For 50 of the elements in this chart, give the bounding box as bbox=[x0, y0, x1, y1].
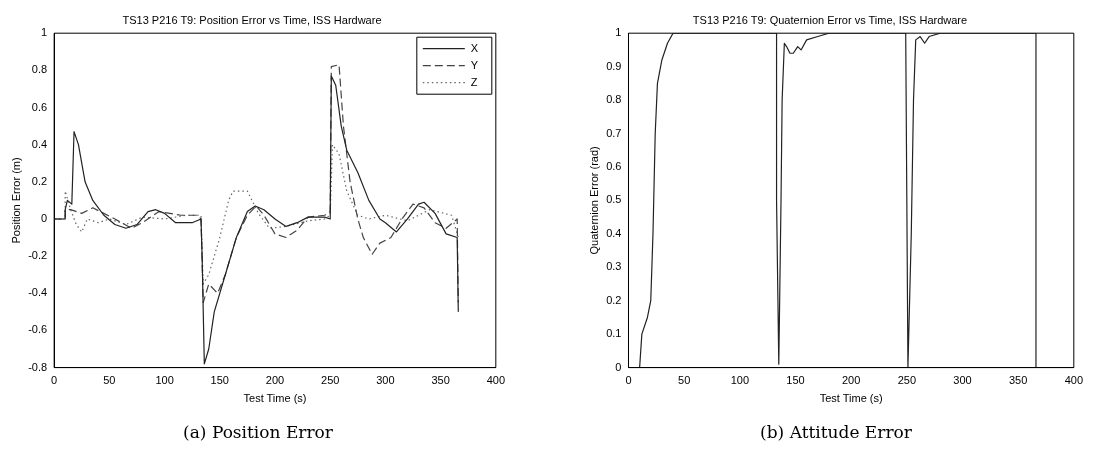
x-tick-label: 50 bbox=[103, 374, 116, 387]
chart-title: TS13 P216 T9: Position Error vs Time, ISS Hardware bbox=[122, 13, 382, 26]
x-tick-label: 350 bbox=[431, 374, 450, 387]
x-tick-label: 200 bbox=[265, 374, 285, 387]
y-tick-label: 1 bbox=[615, 26, 622, 39]
x-tick-label: 250 bbox=[897, 374, 916, 387]
x-tick-label: 150 bbox=[786, 374, 805, 387]
y-tick-label: 0.8 bbox=[31, 63, 48, 76]
y-tick-label: 0.1 bbox=[606, 327, 622, 340]
y-tick-label: 1 bbox=[41, 26, 48, 39]
x-tick-label: 0 bbox=[51, 374, 58, 387]
y-axis-title: Position Error (m) bbox=[9, 157, 22, 244]
x-tick-label: 200 bbox=[841, 374, 861, 387]
y-tick-label: 0.9 bbox=[606, 59, 622, 72]
legend-label: Z bbox=[470, 75, 478, 88]
y-tick-label: -0.4 bbox=[28, 286, 48, 299]
y-axis-title: Quaternion Error (rad) bbox=[587, 146, 600, 255]
chart-title: TS13 P216 T9: Quaternion Error vs Time, ISS Hardware bbox=[692, 13, 968, 26]
legend-label: X bbox=[470, 41, 479, 54]
y-tick-label: 0.6 bbox=[606, 159, 622, 172]
x-tick-label: 0 bbox=[625, 374, 632, 387]
x-tick-label: 50 bbox=[678, 374, 691, 387]
x-tick-label: 300 bbox=[953, 374, 972, 387]
text: (b) Attitude Error bbox=[759, 422, 913, 442]
y-tick-label: 0.8 bbox=[606, 93, 622, 106]
y-tick-label: -0.2 bbox=[28, 249, 48, 262]
y-tick-label: 0.4 bbox=[606, 226, 622, 239]
y-tick-label: 0.2 bbox=[31, 174, 48, 187]
y-tick-label: 0.6 bbox=[31, 100, 48, 113]
y-tick-label: -0.6 bbox=[28, 323, 48, 336]
x-tick-label: 150 bbox=[210, 374, 229, 387]
y-tick-label: 0.3 bbox=[606, 260, 622, 273]
x-tick-label: 400 bbox=[1064, 374, 1083, 387]
y-tick-label: 0.4 bbox=[31, 137, 48, 150]
x-tick-label: 100 bbox=[155, 374, 174, 387]
x-tick-label: 300 bbox=[376, 374, 395, 387]
y-tick-label: 0 bbox=[615, 360, 622, 373]
legend-label: Y bbox=[470, 58, 479, 71]
text: (a) Position Error bbox=[182, 422, 334, 442]
y-tick-label: 0 bbox=[41, 212, 48, 225]
y-tick-label: -0.8 bbox=[28, 360, 48, 373]
x-tick-label: 400 bbox=[486, 374, 505, 387]
x-tick-label: 100 bbox=[730, 374, 749, 387]
y-tick-label: 0.5 bbox=[606, 193, 622, 206]
x-tick-label: 350 bbox=[1008, 374, 1028, 387]
y-tick-label: 0.2 bbox=[606, 293, 622, 306]
x-axis-title: Test Time (s) bbox=[243, 392, 307, 405]
x-axis-title: Test Time (s) bbox=[819, 392, 883, 405]
x-tick-label: 250 bbox=[321, 374, 340, 387]
y-tick-label: 0.7 bbox=[606, 126, 622, 139]
